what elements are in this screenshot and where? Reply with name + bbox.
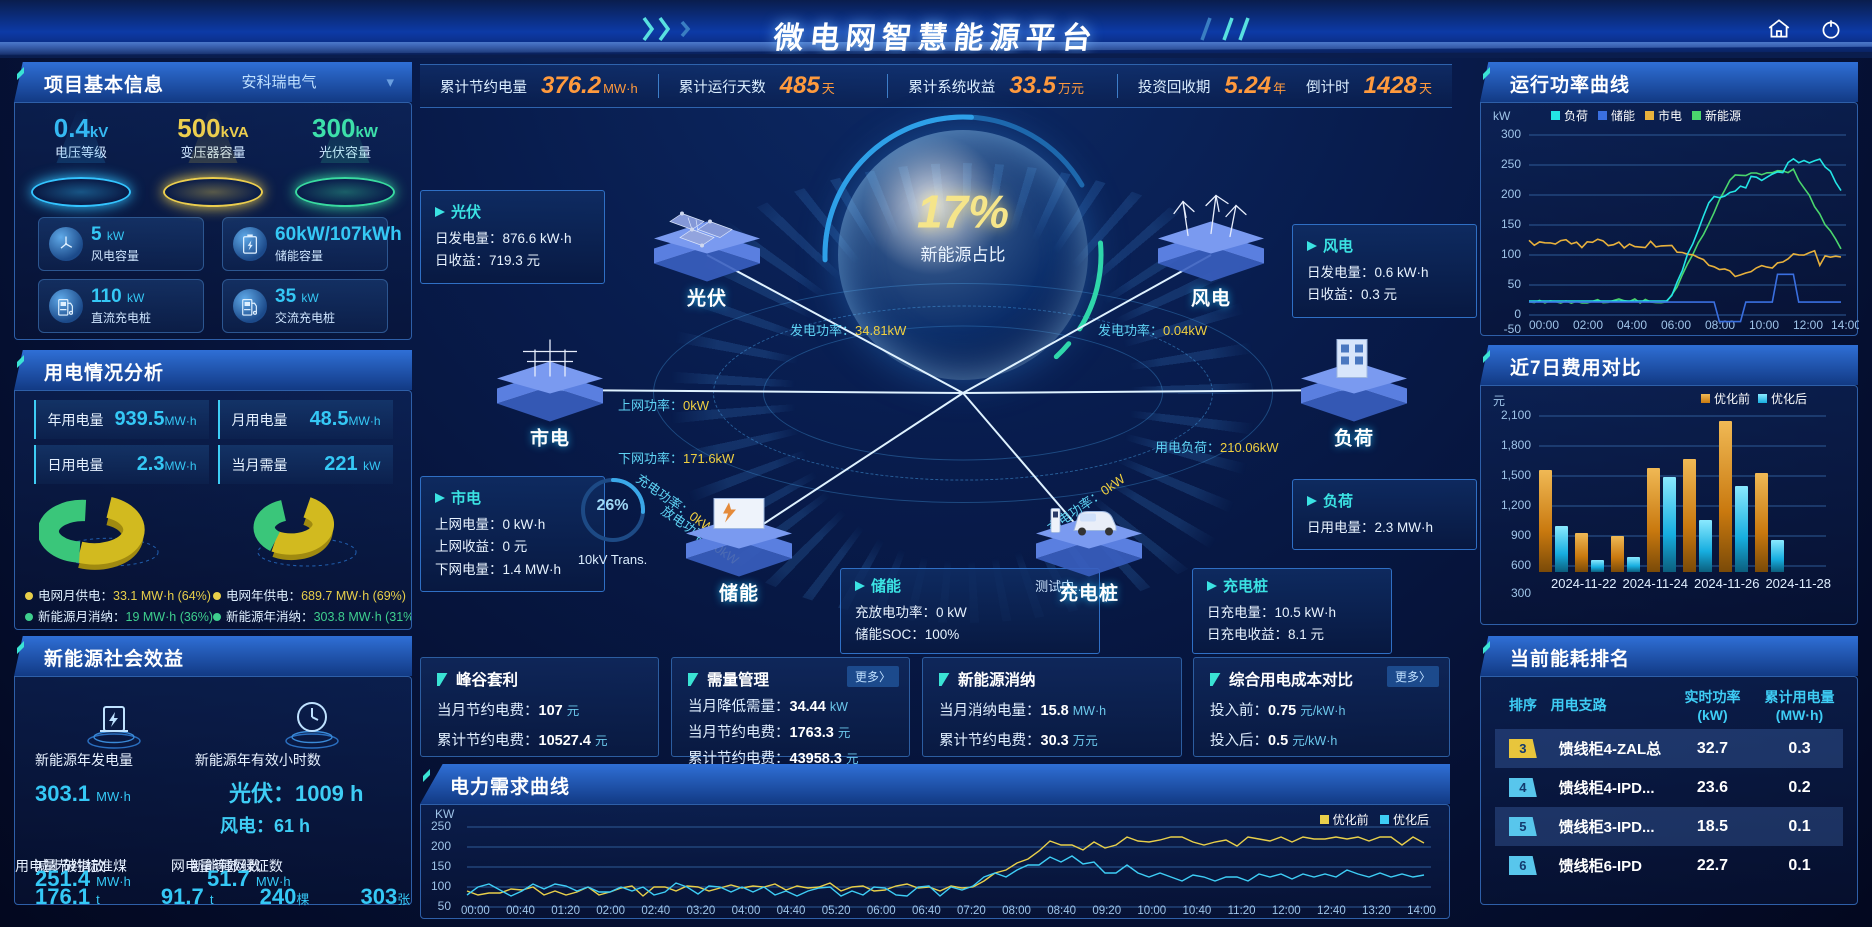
- svg-text:150: 150: [1501, 217, 1521, 231]
- svg-text:200: 200: [1501, 187, 1521, 201]
- svg-text:1,500: 1,500: [1501, 468, 1531, 482]
- svg-text:50: 50: [438, 899, 452, 913]
- svg-text:2,100: 2,100: [1501, 408, 1531, 422]
- svg-text:300: 300: [1501, 127, 1521, 141]
- svg-text:-50: -50: [1504, 322, 1522, 335]
- svg-text:0: 0: [1514, 307, 1521, 321]
- svg-text:12:00: 12:00: [1793, 318, 1823, 332]
- svg-text:08:00: 08:00: [1705, 318, 1735, 332]
- svg-text:1,800: 1,800: [1501, 438, 1531, 452]
- svg-text:02:00: 02:00: [1573, 318, 1603, 332]
- svg-text:06:00: 06:00: [1661, 318, 1691, 332]
- svg-text:1,200: 1,200: [1501, 498, 1531, 512]
- svg-text:250: 250: [1501, 157, 1521, 171]
- svg-text:00:00: 00:00: [1529, 318, 1559, 332]
- svg-text:14:00: 14:00: [1831, 318, 1859, 332]
- svg-text:300: 300: [1511, 586, 1531, 600]
- svg-text:150: 150: [431, 859, 451, 873]
- svg-text:50: 50: [1508, 277, 1522, 291]
- svg-text:200: 200: [431, 839, 451, 853]
- svg-text:600: 600: [1511, 558, 1531, 572]
- svg-text:100: 100: [1501, 247, 1521, 261]
- svg-text:250: 250: [431, 819, 451, 833]
- svg-text:04:00: 04:00: [1617, 318, 1647, 332]
- svg-text:10:00: 10:00: [1749, 318, 1779, 332]
- svg-text:900: 900: [1511, 528, 1531, 542]
- svg-text:100: 100: [431, 879, 451, 893]
